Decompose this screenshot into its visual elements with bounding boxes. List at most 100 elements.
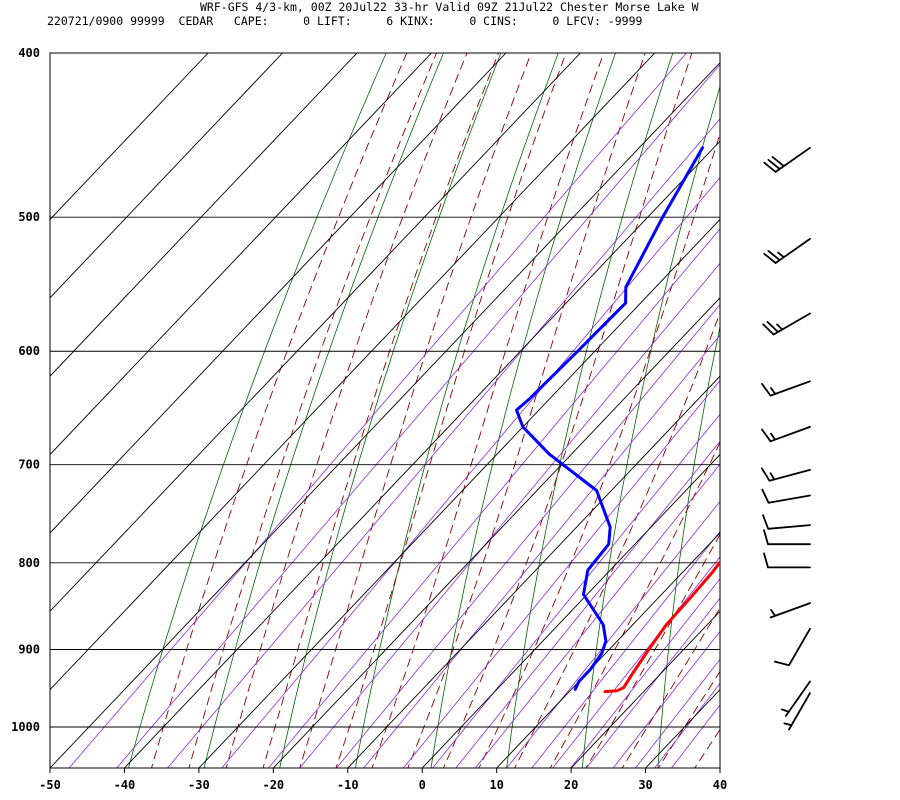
isotherm bbox=[570, 610, 720, 768]
dry-adiabat bbox=[430, 53, 616, 768]
moist-adiabat bbox=[225, 53, 468, 768]
moist-adiabat bbox=[335, 53, 567, 768]
background-lines bbox=[68, 38, 900, 773]
dry-adiabat bbox=[884, 53, 900, 768]
mixing-ratio-line bbox=[552, 556, 720, 768]
moist-adiabat bbox=[514, 311, 720, 768]
moist-adiabat bbox=[371, 53, 605, 768]
wind-barb bbox=[761, 467, 811, 482]
mixing-ratio-line bbox=[68, 53, 687, 768]
wind-barb bbox=[761, 488, 811, 504]
mixing-ratio-line bbox=[221, 177, 720, 768]
wind-barbs bbox=[761, 146, 811, 731]
mixing-ratio-line bbox=[336, 303, 720, 768]
wind-barb bbox=[763, 238, 811, 264]
moist-adiabat bbox=[262, 53, 499, 768]
isotherm bbox=[347, 375, 720, 768]
dewpoint-profile bbox=[515, 146, 704, 691]
mixing-ratio-line bbox=[506, 500, 720, 768]
x-tick-label--50: -50 bbox=[39, 778, 61, 792]
isotherm bbox=[273, 297, 720, 768]
wind-barb bbox=[783, 692, 811, 731]
wind-barb bbox=[774, 627, 811, 667]
x-tick-label--30: -30 bbox=[188, 778, 210, 792]
wind-barb bbox=[763, 529, 811, 546]
wind-barb bbox=[761, 426, 811, 443]
isotherm bbox=[794, 53, 900, 768]
mixing-ratio-line bbox=[612, 630, 720, 768]
mixing-ratio-line bbox=[531, 530, 720, 768]
temperature-profile bbox=[603, 559, 720, 694]
isotherm bbox=[645, 688, 720, 768]
mixing-ratio-line bbox=[432, 413, 720, 768]
wind-barb bbox=[762, 312, 811, 336]
mixing-ratio-line bbox=[671, 704, 720, 768]
pressure-axis: 400 500 600 700 800 900 1000 bbox=[11, 46, 40, 734]
isotherm bbox=[198, 218, 720, 768]
isotherm bbox=[50, 53, 432, 456]
moist-adiabat bbox=[585, 533, 720, 768]
sounding-profiles bbox=[515, 146, 720, 694]
x-tick-label-10: 10 bbox=[489, 778, 503, 792]
dry-adiabat bbox=[506, 53, 674, 768]
dry-adiabat bbox=[128, 53, 387, 768]
moist-adiabat bbox=[442, 53, 693, 768]
y-tick-label-500: 500 bbox=[18, 210, 40, 224]
y-tick-label-900: 900 bbox=[18, 642, 40, 656]
wind-barb bbox=[763, 146, 811, 173]
mixing-ratio-line bbox=[474, 463, 720, 768]
wind-barb bbox=[762, 514, 811, 530]
sounding-indices: 220721/0900 99999 CEDAR CAPE: 0 LIFT: 6 … bbox=[47, 14, 643, 28]
isotherm bbox=[50, 53, 209, 221]
dry-adiabat bbox=[809, 53, 900, 768]
mixing-ratio-line bbox=[586, 597, 720, 768]
isotherm bbox=[421, 453, 720, 768]
moist-adiabat bbox=[728, 38, 900, 773]
moist-adiabat bbox=[188, 53, 438, 768]
x-tick-label--10: -10 bbox=[337, 778, 359, 792]
x-tick-label--20: -20 bbox=[262, 778, 284, 792]
moist-adiabat bbox=[478, 132, 720, 768]
mixing-ratio-line bbox=[116, 63, 720, 768]
isotherm bbox=[50, 53, 358, 377]
y-tick-label-1000: 1000 bbox=[11, 720, 40, 734]
wind-barb bbox=[781, 680, 811, 717]
x-tick-label-0: 0 bbox=[419, 778, 426, 792]
isotherm bbox=[124, 140, 720, 768]
dry-adiabat bbox=[279, 53, 502, 768]
mixing-ratio-line bbox=[299, 262, 720, 768]
moist-adiabat bbox=[549, 441, 720, 768]
y-tick-label-600: 600 bbox=[18, 344, 40, 358]
isotherm bbox=[50, 62, 720, 768]
isotherm bbox=[50, 53, 507, 534]
moist-adiabat bbox=[299, 53, 532, 768]
isotherm bbox=[50, 53, 656, 691]
mixing-ratio-line bbox=[268, 228, 720, 768]
isotherm bbox=[869, 53, 900, 768]
wind-barb bbox=[769, 602, 811, 619]
y-tick-label-400: 400 bbox=[18, 46, 40, 60]
mixing-ratio-line bbox=[654, 682, 720, 768]
mixing-ratio-line bbox=[570, 578, 720, 768]
wind-barb bbox=[761, 380, 811, 397]
dry-adiabat bbox=[203, 53, 444, 768]
isotherm bbox=[496, 532, 720, 768]
y-tick-label-800: 800 bbox=[18, 556, 40, 570]
isotherm bbox=[719, 767, 720, 768]
y-tick-label-700: 700 bbox=[18, 458, 40, 472]
dry-adiabat bbox=[657, 324, 720, 768]
dry-adiabat bbox=[734, 53, 845, 768]
dry-adiabat bbox=[355, 53, 559, 768]
mixing-ratio-line bbox=[455, 440, 720, 768]
x-tick-label-20: 20 bbox=[564, 778, 578, 792]
wind-barb bbox=[763, 552, 811, 569]
mixing-ratio-line bbox=[402, 379, 720, 768]
mixing-ratio-line bbox=[363, 334, 720, 768]
mixing-ratio-line bbox=[167, 118, 720, 768]
grid-lines bbox=[50, 53, 900, 768]
moist-adiabat bbox=[694, 728, 720, 768]
x-tick-label--40: -40 bbox=[114, 778, 136, 792]
x-tick-label-30: 30 bbox=[638, 778, 652, 792]
isotherm bbox=[50, 53, 283, 299]
